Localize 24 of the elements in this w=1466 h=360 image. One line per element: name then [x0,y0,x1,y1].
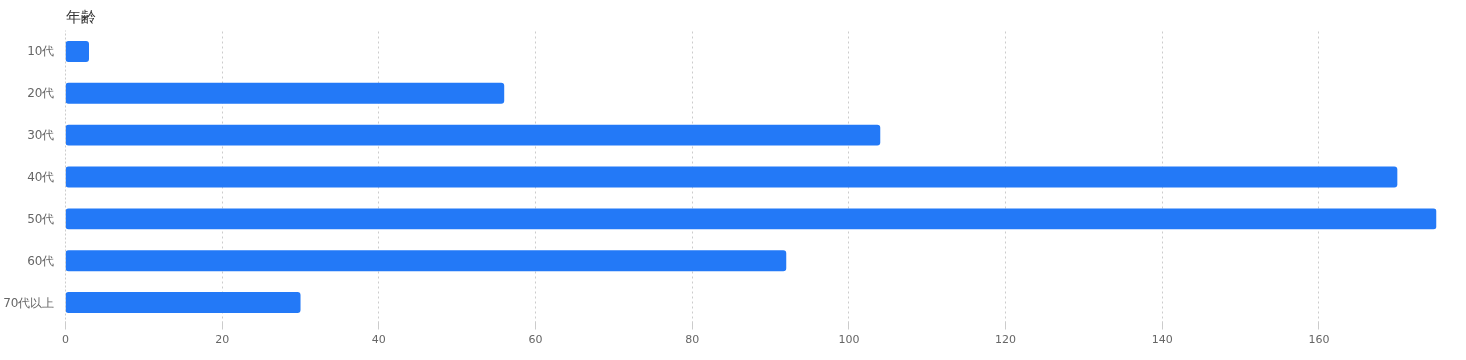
y-tick-label: 70代以上 [3,295,55,310]
bar [65,292,301,314]
y-tick-label: 60代 [27,253,55,268]
x-tick-label: 140 [1151,332,1173,346]
y-tick-label: 10代 [27,44,55,59]
bar [65,208,1437,230]
x-tick-label: 0 [62,332,69,346]
bar [65,124,881,146]
x-tick-label: 60 [528,332,543,346]
y-tick-label: 40代 [27,170,55,184]
x-tick-label: 120 [995,332,1017,346]
bar [65,166,1398,188]
chart-title: 年齢 [65,7,96,26]
x-tick-label: 20 [215,332,230,346]
bar [65,82,505,104]
x-tick-label: 100 [838,332,860,346]
y-tick-label: 20代 [27,86,55,101]
y-tick-label: 30代 [27,128,55,143]
x-tick-label: 40 [371,332,386,346]
bar [65,250,787,272]
bar [65,40,89,62]
y-tick-label: 50代 [27,211,55,226]
x-tick-label: 160 [1308,332,1330,346]
x-tick-label: 80 [685,332,700,346]
